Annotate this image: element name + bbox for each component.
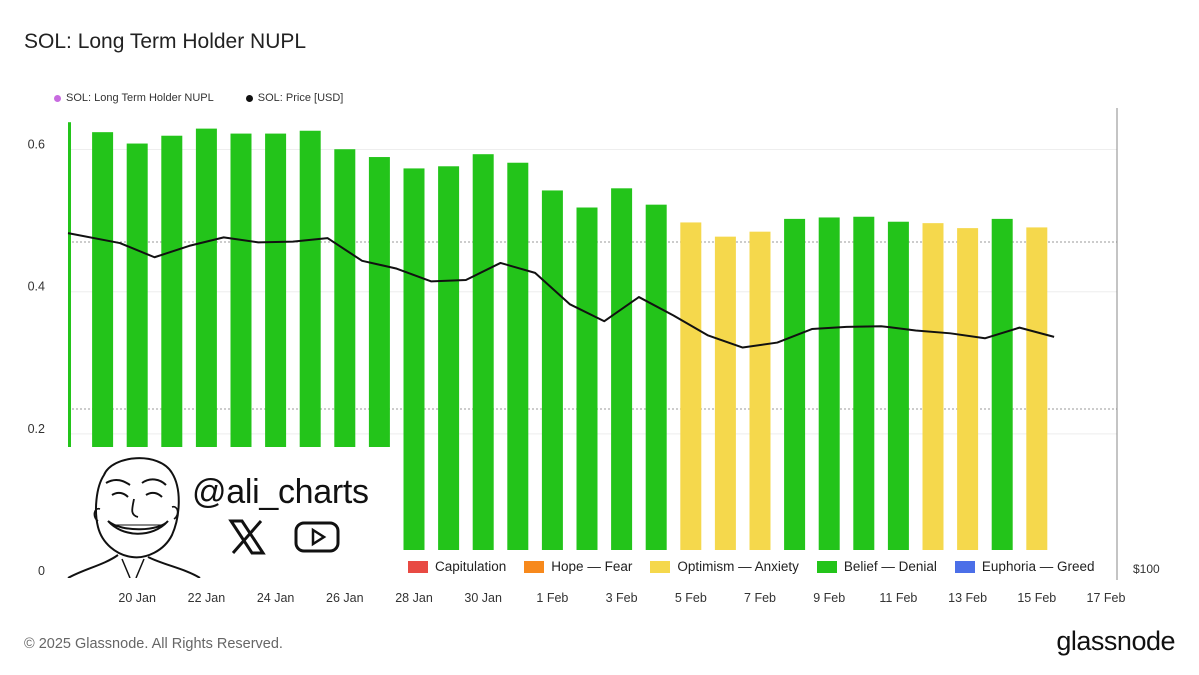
x-tick-label: 20 Jan: [118, 591, 156, 605]
legend-label-price: SOL: Price [USD]: [257, 92, 344, 104]
nupl-bar: [784, 218, 806, 550]
x-tick-label: 26 Jan: [326, 591, 364, 605]
nupl-bar: [265, 133, 287, 550]
phase-swatch-euphoria-greed: [954, 560, 975, 573]
nupl-bar: [680, 222, 702, 551]
nupl-bar: [195, 128, 217, 550]
x-logo-icon[interactable]: [227, 517, 267, 557]
y-tick-label: 0.2: [28, 422, 45, 436]
phase-legend: Capitulation Hope — Fear Optimism — Anxi…: [408, 559, 1095, 574]
nupl-bar: [991, 218, 1013, 550]
chart-title: SOL: Long Term Holder NUPL: [24, 30, 307, 53]
phase-swatch-hope-fear: [524, 560, 545, 573]
x-tick-label: 17 Feb: [1087, 591, 1126, 605]
face-illustration: [67, 457, 201, 578]
x-tick-label: 5 Feb: [675, 591, 707, 605]
nupl-start-marker: [68, 122, 71, 570]
phase-item-belief-denial[interactable]: Belief — Denial: [816, 559, 937, 574]
nupl-bar: [576, 207, 598, 550]
phase-item-euphoria-greed[interactable]: Euphoria — Greed: [954, 559, 1095, 574]
nupl-bar: [438, 166, 460, 550]
legend-dot-price: [245, 94, 253, 102]
x-tick-label: 1 Feb: [536, 591, 568, 605]
phase-item-hope-fear[interactable]: Hope — Fear: [524, 559, 632, 574]
footer-copyright: © 2025 Glassnode. All Rights Reserved.: [24, 636, 283, 652]
nupl-bar: [507, 162, 529, 550]
nupl-bar: [818, 217, 840, 550]
youtube-icon[interactable]: [293, 517, 343, 557]
phase-label-optimism-anxiety: Optimism — Anxiety: [677, 559, 799, 574]
brand-logo[interactable]: glassnode: [1056, 626, 1175, 656]
phase-label-hope-fear: Hope — Fear: [551, 559, 633, 574]
y-tick-label: 0.6: [28, 138, 45, 152]
phase-item-capitulation[interactable]: Capitulation: [408, 559, 506, 574]
x-tick-label: 30 Jan: [464, 591, 502, 605]
y-tick-label: 0.4: [28, 280, 45, 294]
y-tick-label: 0: [38, 564, 45, 578]
price-line: [67, 232, 1055, 349]
nupl-bar: [472, 154, 494, 550]
phase-label-euphoria-greed: Euphoria — Greed: [981, 559, 1095, 574]
nupl-bar: [611, 188, 633, 550]
legend-dot-nupl: [54, 94, 61, 102]
legend-item-nupl[interactable]: SOL: Long Term Holder NUPL: [54, 92, 214, 104]
right-axis-label: $100: [1133, 562, 1160, 576]
x-tick-label: 13 Feb: [948, 591, 987, 605]
x-tick-label: 11 Feb: [879, 591, 917, 605]
chart-legend: SOL: Long Term Holder NUPL SOL: Price [U…: [54, 92, 343, 104]
nupl-bar: [541, 190, 563, 551]
legend-item-price[interactable]: SOL: Price [USD]: [245, 92, 344, 104]
legend-label-nupl: SOL: Long Term Holder NUPL: [66, 92, 214, 104]
nupl-bar: [92, 132, 114, 551]
watermark-handle: @ali_charts: [192, 473, 369, 511]
nupl-bar: [299, 130, 321, 550]
x-tick-label: 15 Feb: [1017, 591, 1056, 605]
x-tick-label: 24 Jan: [257, 591, 295, 605]
nupl-bar: [645, 204, 667, 550]
x-tick-label: 3 Feb: [606, 591, 638, 605]
nupl-bar: [161, 135, 183, 550]
phase-swatch-belief-denial: [816, 560, 837, 573]
nupl-bar: [230, 133, 252, 550]
x-tick-label: 22 Jan: [188, 591, 226, 605]
phase-item-optimism-anxiety[interactable]: Optimism — Anxiety: [650, 559, 799, 574]
nupl-bar: [922, 223, 944, 550]
nupl-bar: [853, 216, 875, 551]
nupl-bar: [887, 221, 909, 550]
nupl-bar: [957, 228, 979, 550]
nupl-bar: [1026, 227, 1048, 550]
x-tick-label: 28 Jan: [395, 591, 433, 605]
phase-swatch-optimism-anxiety: [650, 560, 671, 573]
x-tick-label: 7 Feb: [744, 591, 776, 605]
phase-label-capitulation: Capitulation: [435, 559, 507, 574]
watermark: @ali_charts: [64, 447, 396, 578]
nupl-bar: [749, 231, 771, 551]
x-tick-label: 9 Feb: [813, 591, 845, 605]
phase-label-belief-denial: Belief — Denial: [843, 559, 937, 574]
phase-swatch-capitulation: [408, 560, 428, 573]
nupl-bar: [714, 236, 736, 550]
nupl-bar: [403, 168, 425, 550]
